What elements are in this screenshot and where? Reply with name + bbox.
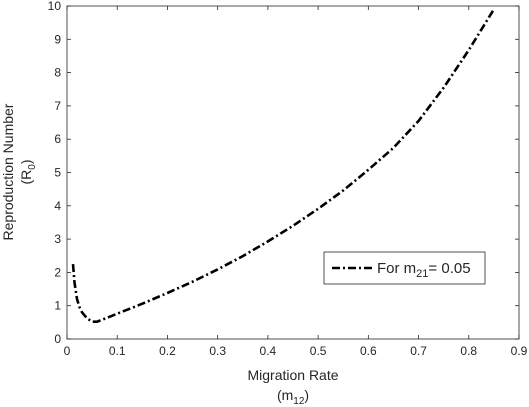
x-axis-label-var-end: ) [304,387,309,403]
y-axis-label: Reproduction Number [0,103,16,240]
y-tick-label: 2 [54,265,61,279]
y-tick-label: 8 [54,66,61,80]
x-tick-label: 0.4 [260,344,277,358]
y-axis-label-variable-group: (R0) [18,159,38,184]
x-tick-label: 0.7 [410,344,427,358]
x-tick-label: 0 [64,344,71,358]
x-axis-label-var-base: (m [277,387,293,403]
x-tick-label: 0.2 [159,344,176,358]
y-tick-label: 6 [54,132,61,146]
x-axis-ticks: 0 0.1 0.2 0.3 0.4 0.5 0.6 0.7 0.8 0.9 [64,6,528,358]
x-tick-label: 0.1 [109,344,126,358]
legend-entry: For m21= 0.05 [377,260,471,280]
y-tick-label: 0 [54,332,61,346]
y-tick-label: 10 [48,0,62,13]
axes-box [66,5,520,340]
y-tick-label: 4 [54,199,61,213]
y-tick-label: 7 [54,99,61,113]
x-axis-label-variable: (m12) [277,387,309,407]
y-axis-label-var-base: (R [18,170,34,185]
x-axis-label: Migration Rate [247,367,338,383]
y-tick-label: 1 [54,299,61,313]
y-axis-label-variable: (R0) [18,159,38,184]
x-tick-label: 0.3 [209,344,226,358]
x-tick-label: 0.8 [460,344,477,358]
y-axis-ticks: 0 1 2 3 4 5 6 7 8 9 10 [48,0,519,346]
legend-entry-end: = 0.05 [428,260,470,277]
x-tick-label: 0.5 [310,344,327,358]
x-tick-label: 0.6 [360,344,377,358]
legend-entry-base: For m [377,260,416,277]
x-axis-label-var-sub: 12 [293,396,305,407]
y-tick-label: 3 [54,232,61,246]
series-layer [71,8,496,324]
y-axis-label-var-sub: 0 [27,164,38,170]
legend: For m21= 0.05 [323,251,486,285]
y-axis-label-group: Reproduction Number [0,103,16,240]
x-tick-label: 0.9 [511,344,528,358]
series-line [71,8,496,324]
y-axis-label-var-end: ) [18,159,34,164]
y-tick-label: 5 [54,166,61,180]
legend-entry-sub: 21 [416,268,428,280]
plot-frame [66,5,520,340]
y-tick-label: 9 [54,32,61,46]
